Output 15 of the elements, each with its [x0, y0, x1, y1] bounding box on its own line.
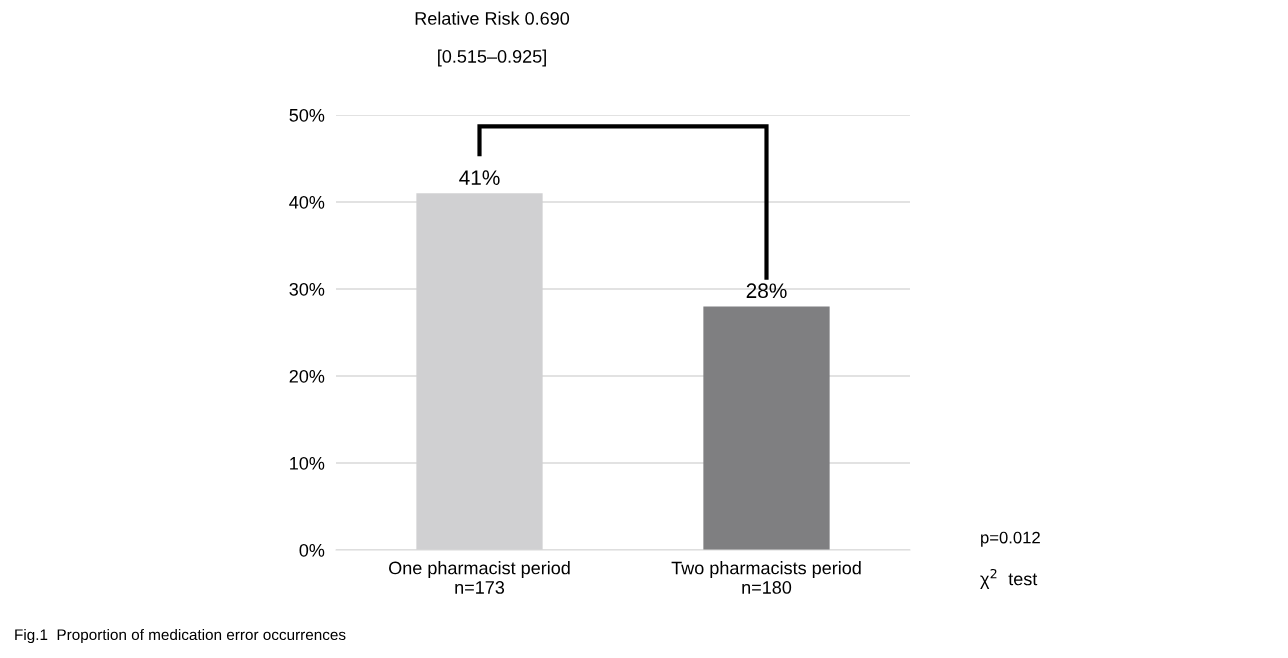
- x-tick-label: Two pharmacists period n=180: [671, 561, 861, 594]
- data-label: 28%: [746, 283, 787, 299]
- caption: Fig.1 Proportion of medication error occurrences: [15, 628, 346, 644]
- x-tick-label: One pharmacist period n=173: [389, 561, 570, 594]
- text: p=0.012: [981, 531, 1040, 547]
- y-tick-label: 30%: [289, 282, 325, 296]
- y-tick-label: 10%: [290, 456, 325, 470]
- chart-subtitle: [0.515–0.925]: [438, 49, 546, 67]
- y-tick-label: 0%: [299, 543, 325, 557]
- text: χ$^{2}$ test: [980, 568, 1038, 589]
- data-label: 41%: [459, 170, 500, 185]
- y-tick-label: 20%: [289, 369, 325, 383]
- y-tick-label: 40%: [289, 195, 325, 209]
- chart-title: Relative Risk 0.690: [415, 11, 570, 25]
- y-tick-label: 50%: [289, 108, 325, 122]
